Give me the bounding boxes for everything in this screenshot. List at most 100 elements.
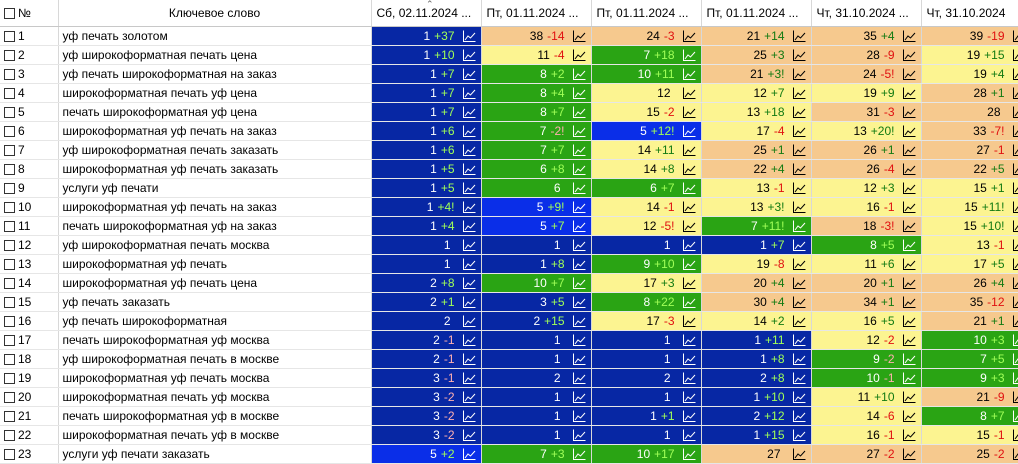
position-cell[interactable]: 1 [481,235,592,255]
position-cell[interactable]: 10 +17 [591,444,702,464]
chart-icon[interactable] [462,315,476,327]
row-checkbox[interactable] [4,392,15,404]
position-cell[interactable]: 2 +1 [371,292,482,312]
chart-icon[interactable] [462,30,476,42]
chart-icon[interactable] [462,334,476,346]
row-checkbox[interactable] [4,449,15,461]
chart-icon[interactable] [902,372,916,384]
chart-icon[interactable] [462,372,476,384]
keyword-cell[interactable]: широкоформатная уф печать на заказ [58,121,372,141]
keyword-cell[interactable]: печать широкоформатная уф цена [58,102,372,122]
position-cell[interactable]: 19 -8 [701,254,812,274]
chart-icon[interactable] [792,125,806,137]
position-cell[interactable]: 8 +7 [921,406,1018,426]
position-cell[interactable]: 2 -1 [371,330,482,350]
position-cell[interactable]: 1 [481,406,592,426]
chart-icon[interactable] [572,353,586,365]
chart-icon[interactable] [792,410,806,422]
row-checkbox[interactable] [4,164,15,176]
position-cell[interactable]: 25 +1 [701,140,812,160]
position-cell[interactable]: 1 +7 [701,235,812,255]
position-cell[interactable]: 1 [481,387,592,407]
keyword-cell[interactable]: широкоформатная уф печать заказать [58,159,372,179]
chart-icon[interactable] [902,68,916,80]
chart-icon[interactable] [572,30,586,42]
position-cell[interactable]: 9 +3 [921,368,1018,388]
position-cell[interactable]: 24 -5! [811,64,922,84]
table-row[interactable]: 15 уф печать заказать 2 +1 3 +5 8 +22 30 +4 34 +1 35… [0,292,1018,312]
position-cell[interactable]: 34 +1 [811,292,922,312]
position-cell[interactable]: 28 -9 [811,45,922,65]
chart-icon[interactable] [1012,372,1018,384]
chart-icon[interactable] [572,87,586,99]
position-cell[interactable]: 1 +15 [701,425,812,445]
chart-icon[interactable] [682,201,696,213]
chart-icon[interactable] [1012,315,1018,327]
position-cell[interactable]: 1 +8 [701,349,812,369]
chart-icon[interactable] [792,391,806,403]
chart-icon[interactable] [792,106,806,118]
keyword-cell[interactable]: уф печать золотом [58,26,372,46]
chart-icon[interactable] [682,391,696,403]
position-cell[interactable]: 1 +6 [371,121,482,141]
keyword-cell[interactable]: широкоформатная печать уф москва [58,387,372,407]
chart-icon[interactable] [572,315,586,327]
chart-icon[interactable] [572,410,586,422]
keyword-cell[interactable]: широкоформатная печать уф в москве [58,425,372,445]
chart-icon[interactable] [682,182,696,194]
row-checkbox[interactable] [4,31,15,43]
position-cell[interactable]: 9 -2 [811,349,922,369]
chart-icon[interactable] [1012,125,1018,137]
position-cell[interactable]: 16 -1 [811,425,922,445]
position-cell[interactable]: 25 -2 [921,444,1018,464]
row-checkbox[interactable] [4,316,15,328]
position-cell[interactable]: 12 -5! [591,216,702,236]
keyword-cell[interactable]: уф широкоформатная печать цена [58,45,372,65]
row-checkbox[interactable] [4,278,15,290]
position-cell[interactable]: 3 -2 [371,406,482,426]
chart-icon[interactable] [462,277,476,289]
table-row[interactable]: 18 уф широкоформатная печать в москве 2 -1 1… [0,349,1018,369]
position-cell[interactable]: 14 +11 [591,140,702,160]
chart-icon[interactable] [1012,391,1018,403]
position-cell[interactable]: 26 -4 [811,159,922,179]
keyword-cell[interactable]: печать широкоформатная уф в москве [58,406,372,426]
chart-icon[interactable] [682,258,696,270]
position-cell[interactable]: 7 +18 [591,45,702,65]
table-row[interactable]: 10 широкоформатная уф печать на заказ 1 +4!… [0,197,1018,217]
position-cell[interactable]: 5 +7 [481,216,592,236]
chart-icon[interactable] [902,220,916,232]
chart-icon[interactable] [792,163,806,175]
position-cell[interactable]: 1 +7 [371,102,482,122]
position-cell[interactable]: 3 +5 [481,292,592,312]
position-cell[interactable]: 1 +6 [371,140,482,160]
chart-icon[interactable] [682,429,696,441]
position-cell[interactable]: 1 [481,425,592,445]
position-cell[interactable]: 15 -1 [921,425,1018,445]
chart-icon[interactable] [462,410,476,422]
position-cell[interactable]: 1 +10 [371,45,482,65]
position-cell[interactable]: 14 +2 [701,311,812,331]
position-cell[interactable]: 9 +10 [591,254,702,274]
chart-icon[interactable] [682,239,696,251]
chart-icon[interactable] [462,182,476,194]
chart-icon[interactable] [902,144,916,156]
position-cell[interactable]: 17 -4 [701,121,812,141]
position-cell[interactable]: 10 +3 [921,330,1018,350]
position-cell[interactable]: 18 -3! [811,216,922,236]
position-cell[interactable]: 15 +10! [921,216,1018,236]
row-checkbox[interactable] [4,145,15,157]
keyword-cell[interactable]: уф печать заказать [58,292,372,312]
table-row[interactable]: 11 печать широкоформатная уф на заказ 1 +4 5… [0,216,1018,236]
position-cell[interactable]: 2 [371,311,482,331]
chart-icon[interactable] [1012,144,1018,156]
chart-icon[interactable] [792,448,806,460]
position-cell[interactable]: 8 +4 [481,83,592,103]
table-row[interactable]: 7 уф широкоформатная печать заказать 1 +6 7 +… [0,140,1018,160]
position-cell[interactable]: 8 +22 [591,292,702,312]
keyword-cell[interactable]: широкоформатная уф печать [58,254,372,274]
chart-icon[interactable] [572,391,586,403]
chart-icon[interactable] [462,220,476,232]
row-checkbox[interactable] [4,259,15,271]
position-cell[interactable]: 30 +4 [701,292,812,312]
